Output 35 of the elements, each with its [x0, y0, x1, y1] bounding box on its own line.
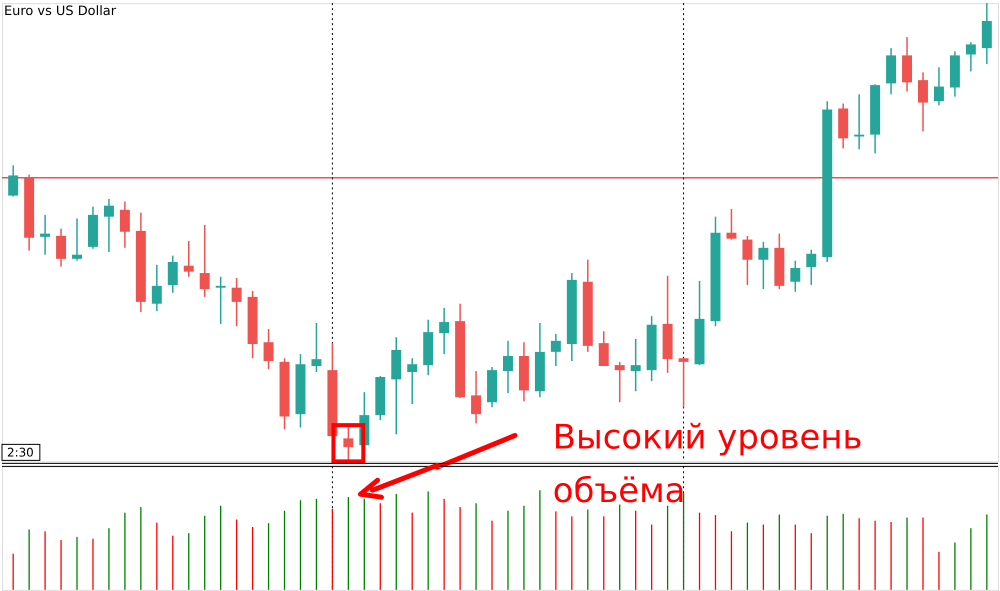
candlestick [407, 358, 418, 405]
candlestick [758, 241, 768, 290]
candlestick [742, 235, 752, 286]
candlestick [184, 240, 194, 278]
candlestick [678, 358, 689, 408]
candlestick [966, 41, 976, 72]
candlestick [232, 277, 242, 327]
candlestick [934, 66, 944, 106]
candlestick [614, 361, 625, 403]
candlestick [630, 338, 641, 392]
candlestick [503, 340, 513, 394]
candlestick [8, 164, 18, 198]
candlestick [40, 214, 50, 256]
candlestick [806, 248, 816, 286]
chart-title: Euro vs US Dollar [4, 4, 117, 20]
candlestick [152, 264, 162, 312]
candlestick [168, 254, 178, 294]
candlestick [598, 330, 609, 367]
candlestick [726, 208, 736, 240]
candlestick [550, 333, 561, 367]
candlestick [56, 228, 66, 268]
candlestick [439, 307, 450, 355]
annotation: Высокий уровень объёма [552, 417, 862, 510]
annotation: 2:30 [6, 445, 34, 460]
candlestick [471, 370, 482, 424]
candlestick [311, 322, 322, 373]
candlestick [72, 218, 82, 262]
candlestick [790, 260, 800, 293]
candlestick [918, 72, 928, 132]
candlestick [264, 328, 274, 370]
candlestick [120, 200, 130, 249]
candlestick [854, 94, 864, 150]
candlestick [343, 424, 354, 462]
candlestick [104, 198, 114, 253]
candlestick [200, 224, 210, 298]
